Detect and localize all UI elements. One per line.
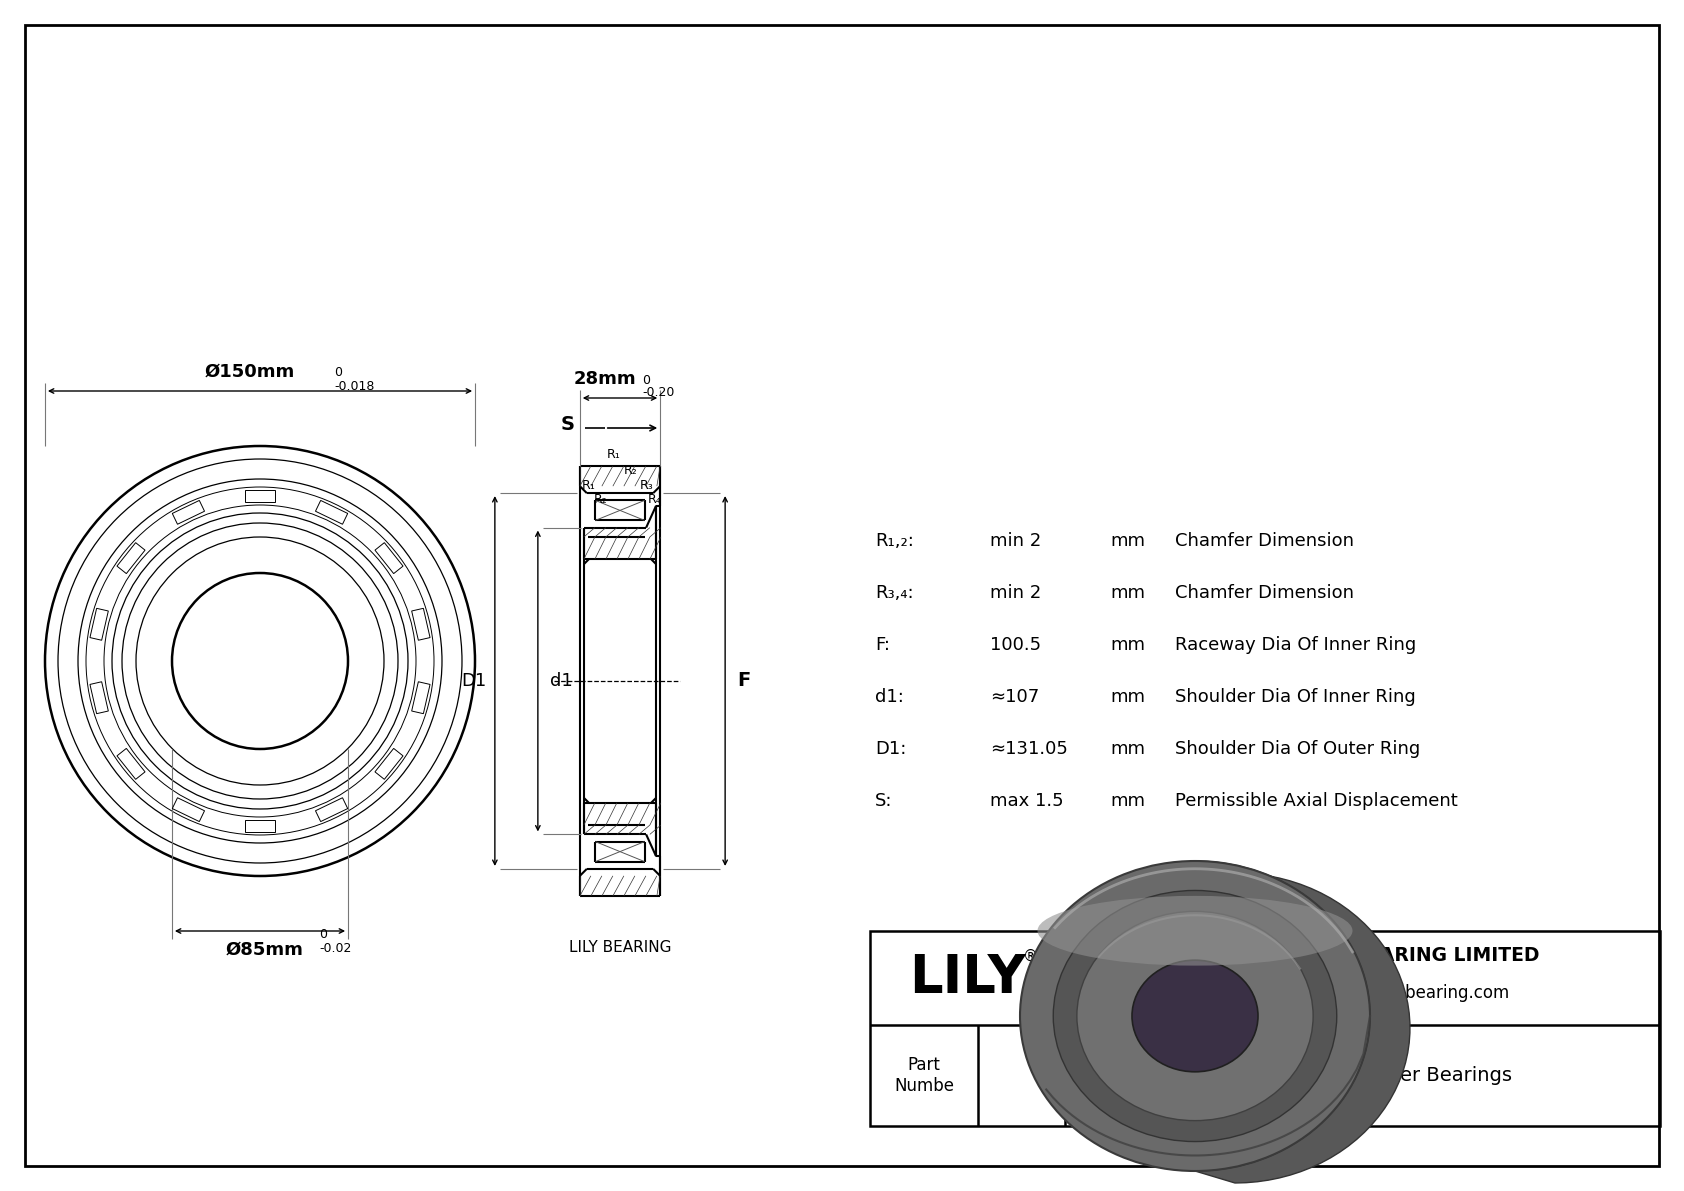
Text: d1:: d1: bbox=[876, 688, 904, 706]
Text: R₂: R₂ bbox=[625, 464, 638, 478]
Ellipse shape bbox=[1052, 891, 1337, 1141]
Text: R₁,₂:: R₁,₂: bbox=[876, 532, 914, 550]
Text: Chamfer Dimension: Chamfer Dimension bbox=[1175, 532, 1354, 550]
Text: S: S bbox=[561, 414, 574, 434]
Text: D1:: D1: bbox=[876, 740, 906, 757]
Ellipse shape bbox=[1132, 960, 1258, 1072]
Bar bbox=[116, 748, 145, 779]
Text: R₂: R₂ bbox=[594, 493, 608, 506]
Text: -0.02: -0.02 bbox=[318, 942, 352, 954]
Text: SHANGHAI LILY BEARING LIMITED: SHANGHAI LILY BEARING LIMITED bbox=[1186, 947, 1539, 965]
Polygon shape bbox=[1196, 861, 1410, 1183]
Bar bbox=[244, 490, 274, 501]
Text: LILY BEARING: LILY BEARING bbox=[569, 941, 672, 955]
Text: 0: 0 bbox=[642, 374, 650, 387]
Text: R₁: R₁ bbox=[606, 448, 620, 461]
Bar bbox=[89, 609, 108, 641]
Bar bbox=[172, 798, 204, 822]
Text: min 2: min 2 bbox=[990, 532, 1041, 550]
Text: min 2: min 2 bbox=[990, 584, 1041, 601]
Text: R₄: R₄ bbox=[648, 493, 662, 506]
Text: mm: mm bbox=[1110, 584, 1145, 601]
Text: Ø85mm: Ø85mm bbox=[226, 941, 303, 959]
Text: max 1.5: max 1.5 bbox=[990, 792, 1064, 810]
Text: LILY: LILY bbox=[909, 952, 1026, 1004]
Ellipse shape bbox=[1037, 896, 1352, 966]
Text: mm: mm bbox=[1110, 792, 1145, 810]
Bar bbox=[172, 500, 204, 524]
Text: ≈107: ≈107 bbox=[990, 688, 1039, 706]
Text: R₃: R₃ bbox=[640, 479, 653, 492]
Text: -0.018: -0.018 bbox=[333, 380, 374, 393]
Text: 100.5: 100.5 bbox=[990, 636, 1041, 654]
Text: 0: 0 bbox=[318, 928, 327, 941]
Text: D1: D1 bbox=[461, 672, 487, 690]
Text: ≈131.05: ≈131.05 bbox=[990, 740, 1068, 757]
Text: ®: ® bbox=[1022, 948, 1037, 964]
Text: Chamfer Dimension: Chamfer Dimension bbox=[1175, 584, 1354, 601]
Bar bbox=[411, 681, 429, 713]
Bar bbox=[116, 543, 145, 574]
Text: mm: mm bbox=[1110, 532, 1145, 550]
Bar bbox=[244, 819, 274, 833]
Text: -0.20: -0.20 bbox=[642, 387, 674, 399]
Bar bbox=[871, 931, 1660, 1125]
Text: R₁: R₁ bbox=[583, 479, 596, 492]
Text: Shoulder Dia Of Inner Ring: Shoulder Dia Of Inner Ring bbox=[1175, 688, 1416, 706]
Text: Permissible Axial Displacement: Permissible Axial Displacement bbox=[1175, 792, 1458, 810]
Text: mm: mm bbox=[1110, 740, 1145, 757]
Text: Email: lilybearing@lily-bearing.com: Email: lilybearing@lily-bearing.com bbox=[1216, 984, 1509, 1002]
Text: F: F bbox=[738, 672, 751, 691]
Ellipse shape bbox=[1076, 911, 1314, 1121]
Text: 0: 0 bbox=[333, 367, 342, 380]
Bar bbox=[315, 798, 347, 822]
Ellipse shape bbox=[1021, 861, 1371, 1171]
Text: Shoulder Dia Of Outer Ring: Shoulder Dia Of Outer Ring bbox=[1175, 740, 1420, 757]
Text: mm: mm bbox=[1110, 688, 1145, 706]
Text: mm: mm bbox=[1110, 636, 1145, 654]
Text: R₃,₄:: R₃,₄: bbox=[876, 584, 914, 601]
Bar bbox=[376, 543, 402, 574]
Bar bbox=[89, 681, 108, 713]
Text: 28mm: 28mm bbox=[574, 370, 637, 388]
Text: d1: d1 bbox=[551, 672, 573, 690]
Text: NJ 217 ECML Cylindrical Roller Bearings: NJ 217 ECML Cylindrical Roller Bearings bbox=[1127, 1066, 1512, 1085]
Bar bbox=[376, 748, 402, 779]
Text: S:: S: bbox=[876, 792, 893, 810]
Text: F:: F: bbox=[876, 636, 891, 654]
Text: Raceway Dia Of Inner Ring: Raceway Dia Of Inner Ring bbox=[1175, 636, 1416, 654]
Bar bbox=[315, 500, 347, 524]
Text: Ø150mm: Ø150mm bbox=[205, 363, 295, 381]
Bar bbox=[411, 609, 429, 641]
Text: Part
Numbe: Part Numbe bbox=[894, 1056, 955, 1095]
